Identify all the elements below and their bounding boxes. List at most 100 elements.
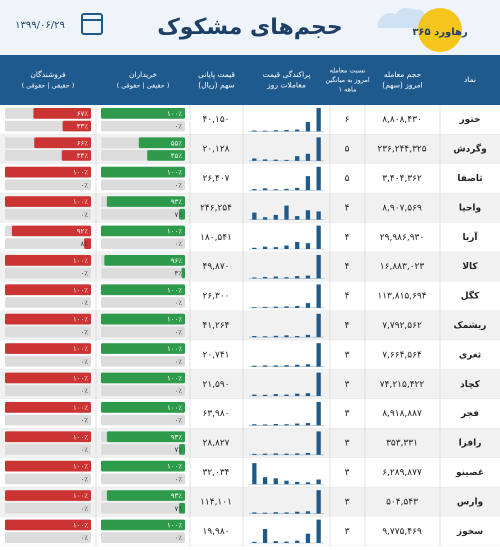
dispersion-bar: [252, 394, 257, 396]
sellers-label: ۱۰۰٪: [73, 433, 88, 441]
dispersion-bar: [305, 533, 311, 543]
buyers-bar: [104, 255, 185, 266]
dispersion-bar: [316, 402, 321, 426]
column-header: نسبت معامله: [330, 67, 366, 75]
buyers-label: ۰٪: [174, 328, 182, 336]
dispersion-bar: [305, 364, 311, 367]
dispersion-bar: [284, 424, 289, 426]
sellers-bar: [11, 225, 92, 237]
sellers-bar: [61, 150, 91, 161]
dispersion-bar: [284, 365, 289, 367]
buyers-label: ۱۰۰٪: [167, 286, 182, 294]
sellers-label: ۰٪: [80, 475, 88, 483]
buyers-label: ۹۳٪: [171, 198, 183, 206]
dispersion-bar: [273, 214, 278, 220]
price: ۲۴۶,۲۵۴: [200, 203, 232, 213]
buyers-track: [101, 385, 185, 396]
buyers-label: ۷٪: [174, 505, 182, 513]
dispersion-bar: [284, 394, 289, 396]
sellers-bar: [5, 431, 91, 443]
symbol: وارس: [457, 497, 483, 507]
dispersion-bar: [295, 364, 300, 367]
dispersion-bar: [273, 306, 278, 308]
dispersion-bar: [273, 247, 278, 249]
ratio: ۴: [345, 203, 350, 213]
symbol: واحیا: [459, 203, 481, 213]
dispersion-bar: [316, 137, 321, 161]
sellers-bar: [5, 402, 91, 413]
sellers-track: [5, 532, 91, 543]
dispersion-bar: [252, 336, 257, 338]
sellers-track: [5, 326, 91, 338]
dispersion-bar: [284, 188, 289, 191]
sellers-bar: [5, 519, 91, 531]
column-header: ۱ ماهه: [339, 86, 357, 94]
sellers-track: [5, 355, 91, 367]
price: ۴۹,۸۷۰: [202, 262, 229, 272]
volume: ۳۵۳,۳۳۱: [386, 439, 418, 449]
dispersion-bar: [284, 306, 289, 308]
dispersion-bar: [316, 372, 321, 396]
ratio: ۵: [345, 145, 350, 155]
buyers-track: [101, 444, 185, 455]
dispersion-bar: [273, 453, 278, 455]
column-header: ( حقیقی | حقوقی ): [22, 81, 75, 89]
dispersion-bar: [284, 205, 289, 220]
volume: ۳,۴۰۴,۳۶۲: [382, 174, 422, 184]
sellers-label: ۰٪: [80, 328, 88, 336]
buyers-label: ۰٪: [174, 299, 182, 307]
sellers-label: ۱۰۰٪: [73, 492, 88, 500]
dispersion-bar: [252, 424, 257, 426]
dispersion-bar: [316, 166, 321, 191]
sellers-label: ۰٪: [80, 181, 88, 189]
dispersion-bar: [316, 519, 321, 543]
ratio: ۴: [345, 321, 350, 331]
dispersion-bar: [252, 130, 257, 132]
dispersion-bar: [252, 277, 257, 279]
volume: ۷۴,۲۱۵,۴۲۲: [380, 380, 425, 390]
buyers-track: [101, 208, 185, 220]
sellers-bar: [33, 108, 91, 119]
sellers-label: ۱۰۰٪: [73, 463, 88, 471]
dispersion-bar: [262, 159, 268, 161]
dispersion-bar: [273, 423, 278, 426]
buyers-label: ۵۵٪: [171, 139, 183, 147]
symbol: کگل: [461, 290, 480, 302]
sellers-bar: [62, 120, 91, 132]
buyers-bar: [101, 108, 185, 119]
dispersion-bar: [284, 512, 289, 514]
buyers-label: ۱۰۰٪: [167, 227, 182, 235]
dispersion-bar: [273, 512, 278, 514]
buyers-label: ۱۰۰٪: [167, 374, 182, 382]
price: ۴۱,۲۶۴: [202, 321, 229, 331]
dispersion-bar: [316, 284, 321, 308]
ratio: ۳: [345, 409, 350, 419]
dispersion-bar: [252, 189, 257, 191]
dispersion-bar: [316, 255, 321, 279]
sellers-label: ۹۲٪: [77, 227, 89, 235]
buyers-bar: [101, 313, 185, 325]
sellers-bar: [34, 137, 91, 149]
buyers-bar: [101, 166, 185, 178]
dispersion-bar: [262, 453, 268, 455]
dispersion-bar: [295, 511, 300, 514]
sellers-bar: [5, 255, 91, 266]
dispersion-bar: [273, 159, 278, 161]
dispersion-bar: [273, 130, 278, 132]
price: ۲۶,۳۰۰: [202, 292, 229, 302]
sellers-bar: [5, 490, 91, 501]
buyers-bar: [106, 196, 185, 207]
dispersion-bar: [273, 335, 278, 338]
sellers-track: [5, 502, 91, 514]
buyers-bar: [179, 208, 185, 220]
sellers-track: [5, 179, 91, 191]
dispersion-bar: [295, 453, 300, 455]
sellers-label: ۳۳٪: [77, 123, 89, 131]
ratio: ۳: [345, 350, 350, 360]
dispersion-bar: [295, 187, 300, 191]
price: ۴۰,۱۵۰: [202, 115, 229, 125]
buyers-track: [101, 355, 185, 367]
buyers-bar: [179, 502, 185, 514]
sellers-bar: [5, 313, 91, 325]
sellers-track: [5, 238, 91, 249]
